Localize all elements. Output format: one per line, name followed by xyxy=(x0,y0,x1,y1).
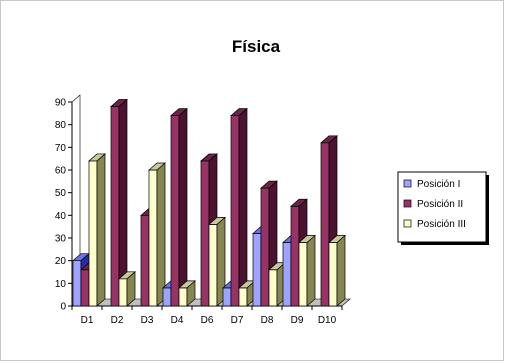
bar-front xyxy=(80,269,90,307)
x-tick-label: D3 xyxy=(141,315,154,326)
bar-top xyxy=(328,235,346,243)
legend-swatch xyxy=(403,199,412,208)
y-tick-label: 50 xyxy=(55,188,67,199)
y-tick-label: 40 xyxy=(55,211,67,222)
bar-front xyxy=(268,269,278,307)
bar-top xyxy=(110,99,128,107)
bar-top xyxy=(230,108,248,116)
y-tick-label: 20 xyxy=(55,256,67,267)
y-tick-label: 0 xyxy=(60,302,66,313)
x-tick-label: D10 xyxy=(318,315,337,326)
bar-posicion-ii-d7 xyxy=(230,107,248,307)
bar-top xyxy=(208,217,226,225)
bar-front xyxy=(110,106,120,307)
bar-side xyxy=(156,162,166,307)
bar-front xyxy=(162,287,172,307)
legend-swatch xyxy=(403,219,412,228)
bar-front xyxy=(88,160,98,307)
bar-front xyxy=(298,242,308,307)
bar-side xyxy=(96,153,106,307)
legend-swatch xyxy=(403,179,412,188)
bar-top xyxy=(290,198,308,207)
bar-top xyxy=(178,280,196,289)
bar-posicion-iii-d4 xyxy=(178,280,196,307)
bar-side xyxy=(178,107,188,307)
bar-posicion-iii-d3 xyxy=(148,162,166,307)
bar-front xyxy=(238,287,248,307)
bar-front xyxy=(230,115,240,307)
y-axis: 0 10 20 30 40 50 60 70 80 90 xyxy=(55,98,73,313)
x-axis: D1 D2 D3 D4 D6 D7 D8 D9 D10 xyxy=(71,305,343,326)
bar-top xyxy=(88,153,106,162)
y-tick-label: 70 xyxy=(55,143,67,154)
bar-front xyxy=(200,160,210,307)
bar-front xyxy=(320,142,330,307)
bar-posicion-iii-d1 xyxy=(88,153,106,307)
y-tick-label: 60 xyxy=(55,166,67,177)
legend: Posición I Posición II Posición III xyxy=(397,171,489,245)
y-tick-label: 90 xyxy=(55,98,67,109)
bar-posicion-iii-d10 xyxy=(328,234,346,307)
bar-front xyxy=(222,287,232,307)
bar-posicion-iii-d6 xyxy=(208,216,226,307)
bar-front xyxy=(290,205,300,307)
legend-label: Posición II xyxy=(417,199,463,210)
bar-posicion-iii-d8 xyxy=(268,261,286,307)
bar-side xyxy=(238,107,248,307)
bar-top xyxy=(170,108,188,116)
bar-front xyxy=(328,242,338,307)
y-tick-label: 80 xyxy=(55,120,67,131)
y-tick-label: 10 xyxy=(55,279,67,290)
legend-box xyxy=(397,171,487,243)
bar-posicion-ii-d2 xyxy=(110,98,128,307)
bar-top xyxy=(298,235,316,243)
bar-top xyxy=(260,180,278,189)
y-tick-label: 30 xyxy=(55,234,67,245)
bar-top xyxy=(118,271,136,280)
x-tick-label: D4 xyxy=(171,315,184,326)
bars xyxy=(72,98,346,307)
legend-label: Posición III xyxy=(417,219,466,230)
bar-posicion-iii-d2 xyxy=(118,271,136,307)
chart-title: Física xyxy=(232,37,281,56)
bar-front xyxy=(208,224,218,307)
bar-front xyxy=(72,260,82,307)
x-tick-label: D7 xyxy=(231,315,244,326)
x-tick-label: D9 xyxy=(291,315,304,326)
bar-side xyxy=(306,234,316,307)
legend-label: Posición I xyxy=(417,179,460,190)
bar-top xyxy=(200,153,218,162)
bar-posicion-ii-d4 xyxy=(170,107,188,307)
bar-side xyxy=(336,234,346,307)
x-tick-label: D1 xyxy=(81,315,94,326)
bar-front xyxy=(140,214,150,307)
bar-front xyxy=(252,233,262,307)
bar-posicion-iii-d9 xyxy=(298,234,316,307)
bar-front xyxy=(148,169,158,307)
bar-front xyxy=(170,115,180,307)
x-tick-label: D8 xyxy=(261,315,274,326)
bar-front xyxy=(260,187,270,307)
bar-front xyxy=(282,242,292,307)
bar-front xyxy=(118,278,128,307)
bar-top xyxy=(320,135,338,144)
bar-front xyxy=(178,287,188,307)
x-tick-label: D6 xyxy=(201,315,214,326)
bar-top xyxy=(148,162,166,171)
x-tick-label: D2 xyxy=(111,315,124,326)
